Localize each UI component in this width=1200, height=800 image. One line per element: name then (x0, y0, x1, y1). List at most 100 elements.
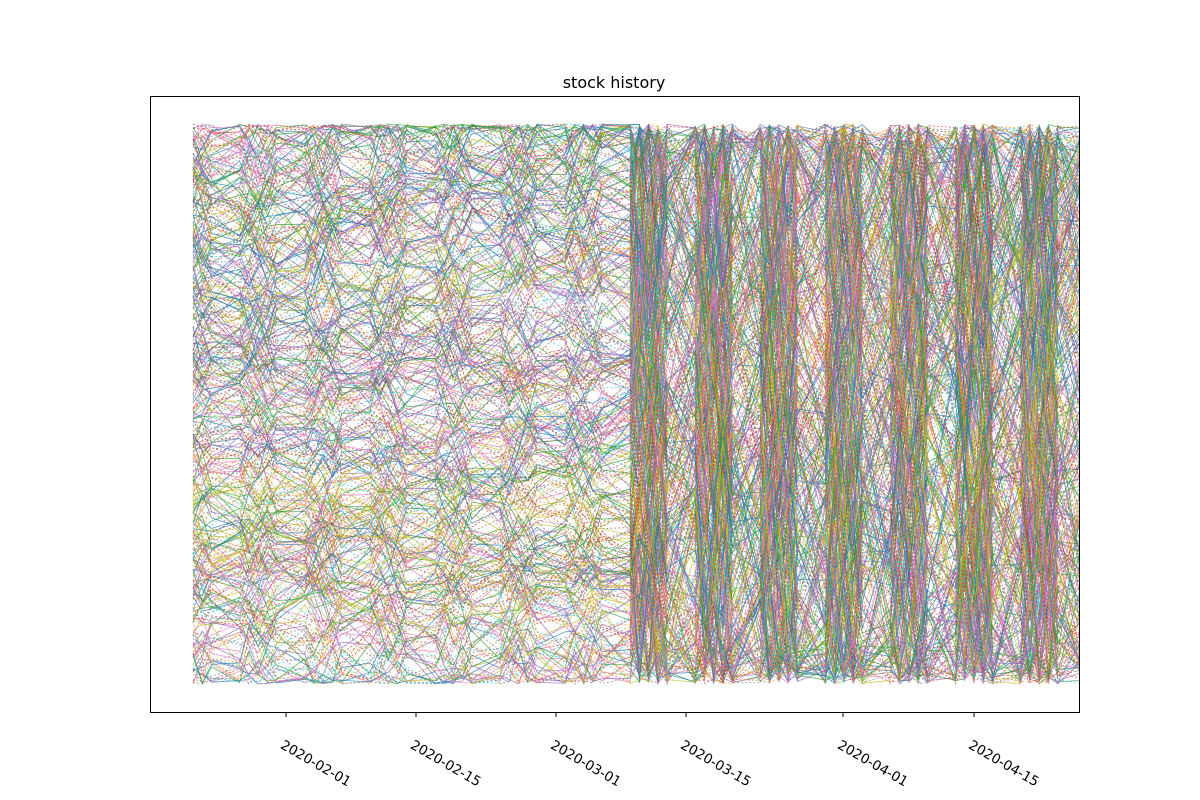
series-line (192, 131, 1079, 627)
series-line (192, 333, 1079, 679)
series-line (192, 123, 1079, 392)
series-line (192, 312, 1079, 684)
series-line (192, 123, 1079, 685)
series-line (192, 124, 1079, 415)
series-line (192, 126, 1079, 685)
series-line (192, 123, 1079, 306)
plot-area (192, 122, 1079, 686)
series-line (192, 126, 1079, 682)
series-line (192, 125, 1079, 583)
series-line (192, 125, 1079, 657)
series-line (192, 127, 1079, 599)
series-line (192, 536, 1079, 686)
series-line (192, 315, 1079, 684)
series-line (192, 183, 1079, 683)
series-line (192, 213, 1079, 684)
series-line (192, 123, 1079, 683)
series-line (192, 130, 1079, 678)
series-layer (192, 122, 1079, 686)
series-line (192, 124, 1079, 519)
series-line (192, 143, 1079, 676)
series-line (192, 504, 1079, 684)
series-line (192, 383, 1079, 625)
series-line (192, 123, 1079, 685)
series-line (192, 232, 1079, 673)
series-line (192, 123, 1079, 680)
series-line (192, 153, 1079, 679)
series-line (192, 127, 1079, 660)
series-line (192, 129, 1079, 685)
series-line (192, 123, 1079, 576)
series-line (192, 323, 1079, 678)
series-line (192, 417, 1079, 684)
series-line (192, 164, 1079, 560)
series-line (192, 331, 1079, 682)
series-line (192, 123, 1079, 339)
series-line (192, 343, 1079, 685)
series-line (192, 293, 1079, 685)
series-line (192, 133, 1079, 685)
series-line (192, 127, 1079, 607)
series-line (192, 126, 1079, 485)
series-line (192, 127, 1079, 683)
series-line (192, 202, 1079, 684)
series-line (192, 126, 1079, 683)
chart-title: stock history (563, 73, 666, 92)
series-line (192, 127, 1079, 454)
series-line (192, 269, 1079, 634)
series-line (192, 387, 1079, 684)
series-line (192, 125, 1079, 619)
series-line (192, 469, 1079, 685)
series-line (192, 127, 1079, 685)
series-line (192, 123, 1079, 627)
series-line (192, 129, 1079, 684)
series-line (192, 128, 1079, 571)
series-line (192, 123, 1079, 682)
series-line (192, 284, 1079, 629)
series-line (192, 132, 1079, 678)
series-line (192, 123, 1079, 681)
series-line (192, 125, 1079, 376)
series-line (192, 123, 1079, 410)
series-line (192, 239, 1079, 668)
series-line (192, 126, 1079, 681)
series-line (192, 264, 1079, 680)
series-line (192, 310, 1079, 684)
series-line (192, 126, 1079, 613)
series-line (192, 357, 1079, 628)
series-line (192, 124, 1079, 308)
series-line (192, 124, 1079, 680)
series-line (192, 415, 1079, 682)
series-line (192, 199, 1079, 680)
series-line (192, 124, 1079, 583)
series-line (192, 129, 1079, 682)
series-line (192, 443, 1079, 686)
series-line (192, 172, 1079, 486)
series-line (192, 123, 1079, 683)
series-line (192, 440, 1079, 683)
series-line (192, 128, 1079, 684)
series-line (192, 249, 1079, 681)
series-line (192, 135, 1079, 683)
series-line (192, 315, 1079, 679)
series-line (192, 124, 1079, 685)
series-line (192, 138, 1079, 366)
series-line (192, 124, 1079, 357)
series-line (192, 130, 1079, 686)
series-line (192, 128, 1079, 466)
series-line (192, 143, 1079, 444)
series-line (192, 132, 1079, 583)
series-line (192, 127, 1079, 613)
series-line (192, 241, 1079, 685)
series-line (192, 172, 1079, 442)
series-line (192, 125, 1079, 462)
series-line (192, 422, 1079, 683)
series-line (192, 239, 1079, 678)
series-line (192, 211, 1079, 683)
axes-frame (150, 96, 1080, 713)
series-line (192, 382, 1079, 685)
series-line (192, 210, 1079, 679)
series-line (192, 290, 1079, 678)
series-line (192, 123, 1079, 368)
